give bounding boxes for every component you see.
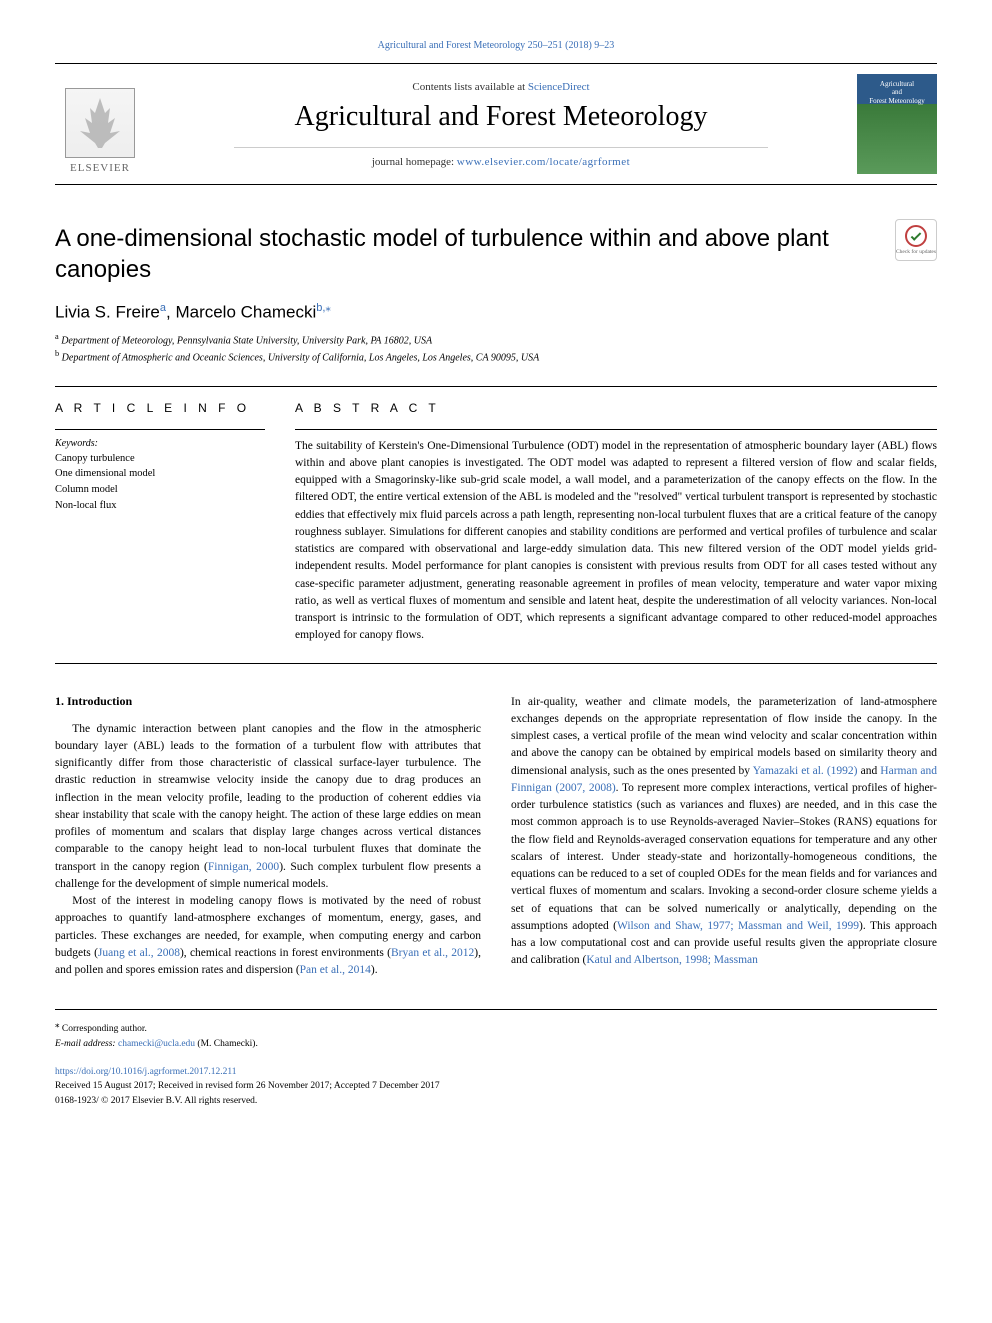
journal-header: ELSEVIER Contents lists available at Sci… [55, 63, 937, 185]
author-1: Livia S. Freire [55, 303, 160, 322]
citation-link[interactable]: Yamazaki et al. (1992) [753, 765, 858, 777]
body-column-left: 1. Introduction The dynamic interaction … [55, 694, 481, 980]
journal-ref-link[interactable]: Agricultural and Forest Meteorology 250–… [378, 40, 615, 51]
article-info-header: A R T I C L E I N F O [55, 401, 265, 415]
article-info-section: A R T I C L E I N F O Keywords: Canopy t… [55, 401, 265, 645]
authors: Livia S. Freirea, Marcelo Chameckib,⁎ [55, 301, 937, 323]
crossmark-icon [905, 225, 927, 247]
author-1-affil[interactable]: a [160, 302, 166, 314]
cover-title-line2: and [892, 88, 902, 96]
cover-title-line1: Agricultural [880, 80, 914, 88]
citation-link[interactable]: Pan et al., 2014 [300, 964, 371, 976]
keyword-item: Canopy turbulence [55, 451, 265, 467]
body-paragraph: In air-quality, weather and climate mode… [511, 694, 937, 970]
section-heading-intro: 1. Introduction [55, 694, 481, 709]
citation-link[interactable]: Bryan et al., 2012 [391, 947, 474, 959]
elsevier-tree-icon [65, 88, 135, 158]
keyword-item: Column model [55, 482, 265, 498]
corresponding-author-note: ⁎ Corresponding author. [55, 1018, 937, 1036]
body-column-right: In air-quality, weather and climate mode… [511, 694, 937, 980]
body-text-columns: 1. Introduction The dynamic interaction … [55, 694, 937, 980]
citation-link[interactable]: Juang et al., 2008 [98, 947, 180, 959]
citation-link[interactable]: Finnigan, 2000 [208, 861, 279, 873]
abstract-section: A B S T R A C T The suitability of Kerst… [295, 401, 937, 645]
keywords-label: Keywords: [55, 438, 265, 449]
body-paragraph: The dynamic interaction between plant ca… [55, 721, 481, 894]
sciencedirect-link[interactable]: ScienceDirect [528, 81, 590, 93]
info-divider [55, 429, 265, 430]
contents-available: Contents lists available at ScienceDirec… [145, 81, 857, 93]
article-title: A one-dimensional stochastic model of tu… [55, 223, 937, 285]
journal-homepage: journal homepage: www.elsevier.com/locat… [234, 147, 768, 168]
check-updates-label: Check for updates [896, 249, 936, 255]
homepage-link[interactable]: www.elsevier.com/locate/agrformet [457, 156, 630, 168]
divider [55, 663, 937, 664]
body-paragraph: Most of the interest in modeling canopy … [55, 893, 481, 979]
journal-title: Agricultural and Forest Meteorology [145, 101, 857, 133]
journal-cover-thumbnail: Agricultural and Forest Meteorology [857, 74, 937, 174]
corresponding-mark[interactable]: ⁎ [325, 302, 331, 314]
keyword-item: Non-local flux [55, 498, 265, 514]
doi-link[interactable]: https://doi.org/10.1016/j.agrformet.2017… [55, 1067, 237, 1077]
cover-title-line3: Forest Meteorology [869, 97, 924, 105]
affil-b-text: Department of Atmospheric and Oceanic Sc… [59, 353, 539, 364]
citation-link[interactable]: Wilson and Shaw, 1977; Massman and Weil,… [617, 920, 859, 932]
issn-copyright: 0168-1923/ © 2017 Elsevier B.V. All righ… [55, 1094, 937, 1108]
author-2: Marcelo Chamecki [175, 303, 316, 322]
affiliations: a Department of Meteorology, Pennsylvani… [55, 331, 937, 366]
citation-link[interactable]: Katul and Albertson, 1998; Massman [586, 954, 758, 966]
divider [55, 386, 937, 387]
email-line: E-mail address: chamecki@ucla.edu (M. Ch… [55, 1037, 937, 1051]
abstract-divider [295, 429, 937, 430]
email-link[interactable]: chamecki@ucla.edu [118, 1039, 195, 1049]
keyword-item: One dimensional model [55, 466, 265, 482]
elsevier-text: ELSEVIER [70, 162, 130, 174]
abstract-text: The suitability of Kerstein's One-Dimens… [295, 438, 937, 645]
running-header: Agricultural and Forest Meteorology 250–… [55, 40, 937, 51]
publisher-logo: ELSEVIER [55, 74, 145, 174]
keywords-list: Canopy turbulence One dimensional model … [55, 451, 265, 514]
check-updates-badge[interactable]: Check for updates [895, 219, 937, 261]
abstract-header: A B S T R A C T [295, 401, 937, 415]
page-footer: ⁎ Corresponding author. E-mail address: … [55, 1009, 937, 1107]
received-dates: Received 15 August 2017; Received in rev… [55, 1079, 937, 1093]
affil-a-text: Department of Meteorology, Pennsylvania … [59, 335, 432, 346]
